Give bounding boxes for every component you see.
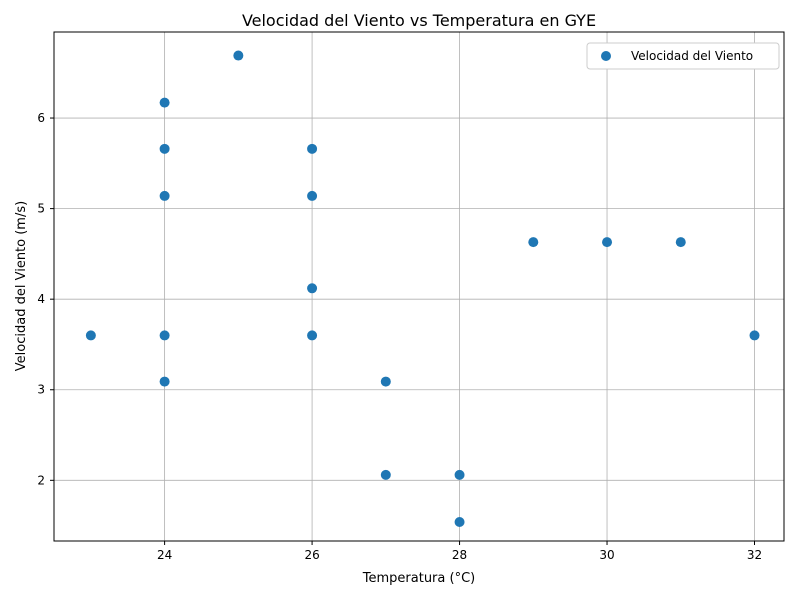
y-tick-label: 6 xyxy=(37,111,45,125)
x-tick-label: 26 xyxy=(304,548,319,562)
data-point xyxy=(380,376,391,387)
y-tick-label: 2 xyxy=(37,473,45,487)
y-tick-label: 4 xyxy=(37,292,45,306)
legend-box xyxy=(586,42,780,70)
data-point xyxy=(454,516,465,527)
data-point xyxy=(159,143,170,154)
data-point xyxy=(233,50,244,61)
data-point xyxy=(159,190,170,201)
data-point xyxy=(307,190,318,201)
plot-frame xyxy=(53,31,785,542)
data-point xyxy=(602,237,613,248)
x-tick-label: 28 xyxy=(452,548,467,562)
data-point xyxy=(307,143,318,154)
data-point xyxy=(675,237,686,248)
chart-title: Velocidad del Viento vs Temperatura en G… xyxy=(242,11,596,30)
data-points xyxy=(85,50,760,527)
x-axis-ticks: 24 26 28 30 32 xyxy=(157,541,762,562)
legend-label: Velocidad del Viento xyxy=(631,49,753,63)
data-point xyxy=(85,330,96,341)
y-axis-label: Velocidad del Viento (m/s) xyxy=(14,201,29,371)
x-tick-label: 24 xyxy=(157,548,172,562)
data-point xyxy=(159,97,170,108)
legend-marker xyxy=(601,51,611,61)
data-point xyxy=(159,376,170,387)
y-tick-label: 5 xyxy=(37,202,45,216)
x-tick-label: 32 xyxy=(747,548,762,562)
data-point xyxy=(380,469,391,480)
x-axis-label: Temperatura (°C) xyxy=(362,571,475,586)
data-point xyxy=(159,330,170,341)
grid xyxy=(54,32,784,541)
data-point xyxy=(528,237,539,248)
legend: Velocidad del Viento xyxy=(586,42,780,70)
data-point xyxy=(307,283,318,294)
x-tick-label: 30 xyxy=(599,548,614,562)
data-point xyxy=(307,330,318,341)
y-tick-label: 3 xyxy=(37,383,45,397)
data-point xyxy=(454,469,465,480)
data-point xyxy=(749,330,760,341)
y-axis-ticks: 2 3 4 5 6 xyxy=(37,111,54,487)
